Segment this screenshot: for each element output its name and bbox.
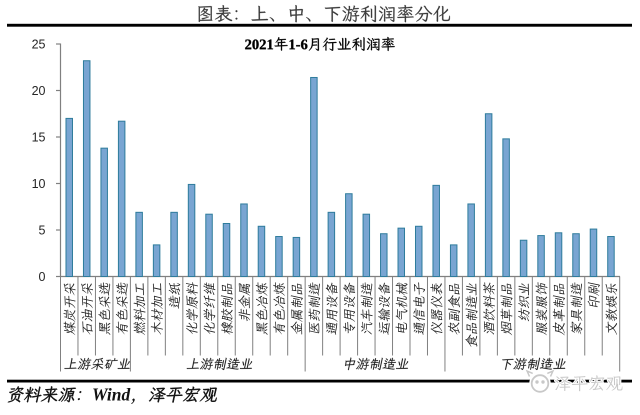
svg-text:5: 5 [39,223,46,237]
svg-text:25: 25 [32,37,46,51]
svg-text:10: 10 [32,177,46,191]
svg-text:Wind: Wind [92,385,131,405]
svg-text:15: 15 [32,130,46,144]
svg-text:0: 0 [39,270,46,284]
svg-text:20: 20 [32,84,46,98]
